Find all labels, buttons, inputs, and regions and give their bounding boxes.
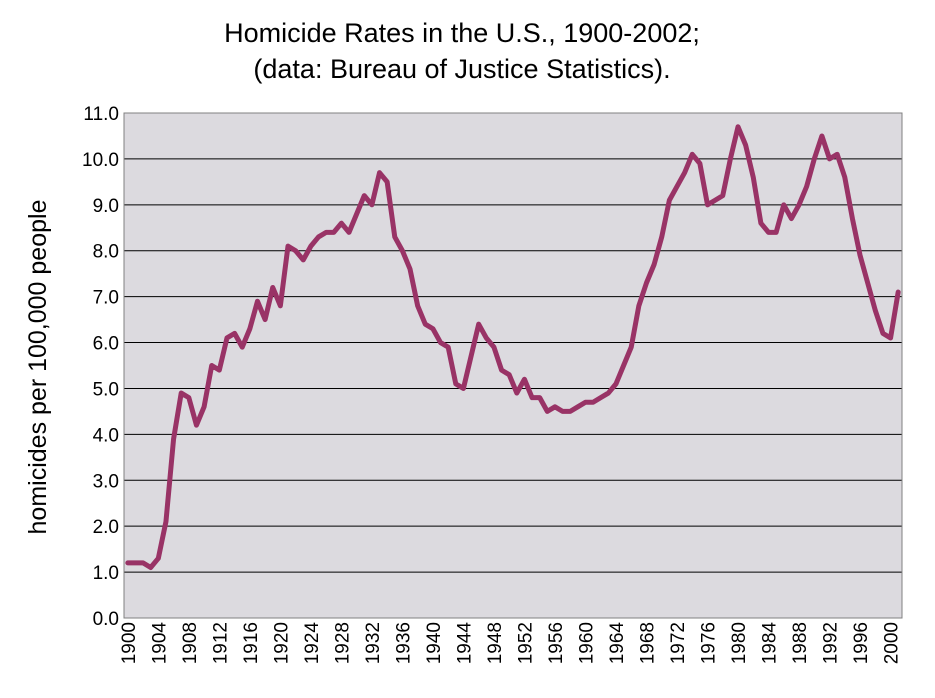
x-tick-label: 1988	[790, 622, 811, 664]
y-tick-label: 5.0	[93, 379, 119, 400]
y-tick-label: 8.0	[93, 242, 119, 263]
x-tick-label: 1940	[424, 622, 445, 664]
x-tick-label: 1964	[607, 622, 628, 665]
x-tick-label: 1984	[760, 622, 781, 665]
y-tick-label: 2.0	[93, 517, 119, 538]
x-tick-label: 1980	[729, 622, 750, 664]
x-tick-label: 1952	[515, 622, 536, 664]
x-tick-label: 1976	[699, 622, 720, 664]
y-tick-label: 6.0	[93, 334, 119, 355]
y-axis-label: homicides per 100,000 people	[24, 200, 52, 535]
x-tick-label: 1928	[332, 622, 353, 664]
x-tick-label: 1932	[363, 622, 384, 664]
y-tick-label: 11.0	[83, 104, 119, 125]
x-tick-label: 1900	[119, 622, 140, 664]
x-tick-label: 1996	[851, 622, 872, 664]
x-tick-label: 2000	[882, 622, 903, 664]
x-tick-label: 1948	[485, 622, 506, 664]
y-tick-label: 10.0	[82, 150, 119, 171]
y-tick-labels: 0.0 1.0 2.0 3.0 4.0 5.0 6.0 7.0 8.0 9.0 10.0 11.0	[82, 104, 119, 630]
x-tick-label: 1916	[241, 622, 262, 664]
homicide-rate-line	[125, 124, 901, 570]
y-tick-label: 9.0	[93, 196, 119, 217]
x-tick-label: 1956	[546, 622, 567, 664]
x-tick-label: 1968	[637, 622, 658, 664]
plot-area	[124, 113, 902, 618]
x-tick-label: 1908	[180, 622, 201, 664]
x-tick-label: 1972	[668, 622, 689, 664]
chart-subtitle: (data: Bureau of Justice Statistics).	[253, 54, 670, 84]
chart-title: Homicide Rates in the U.S., 1900-2002;	[224, 18, 700, 48]
x-tick-label: 1920	[271, 622, 292, 664]
x-tick-label: 1992	[821, 622, 842, 664]
y-tick-label: 4.0	[93, 425, 119, 446]
y-tick-label: 1.0	[93, 563, 119, 584]
x-tick-label: 1960	[576, 622, 597, 664]
x-tick-label: 1904	[149, 622, 170, 665]
plot-border	[123, 112, 903, 619]
x-tick-labels: 1900 1904 1908 1912 1916 1920 1924 1928 1932 1936…	[119, 622, 903, 665]
y-tick-label: 3.0	[93, 471, 119, 492]
x-tick-label: 1936	[393, 622, 414, 664]
data-series	[125, 124, 901, 570]
y-tick-label: 7.0	[93, 288, 119, 309]
y-tick-label: 0.0	[93, 609, 119, 630]
x-tick-label: 1924	[302, 622, 323, 665]
x-tick-label: 1944	[454, 622, 475, 665]
x-tick-label: 1912	[210, 622, 231, 664]
